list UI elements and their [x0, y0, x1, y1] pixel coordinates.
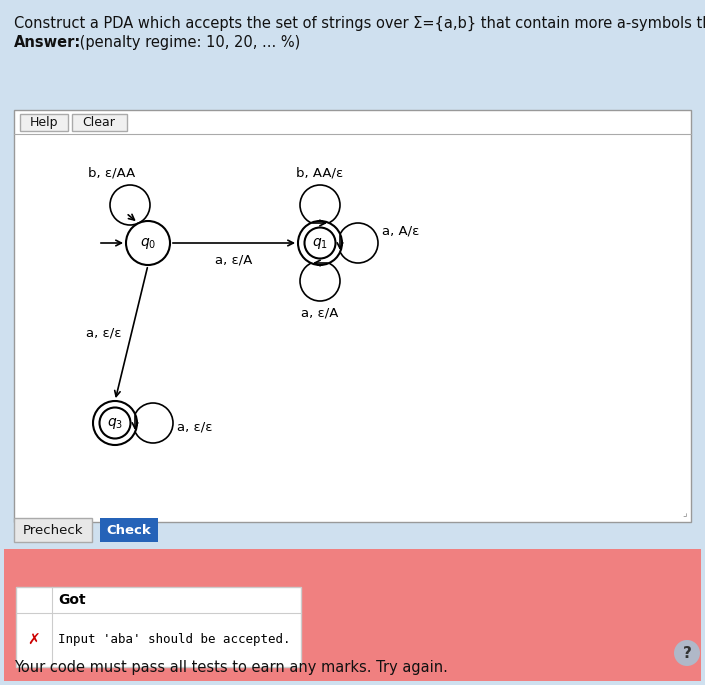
Bar: [14, 110, 691, 522]
Text: Input 'aba' should be accepted.: Input 'aba' should be accepted.: [58, 634, 290, 647]
Bar: [4, 549, 701, 681]
Bar: [72, 114, 127, 131]
Circle shape: [674, 640, 700, 666]
Text: Clear: Clear: [82, 116, 116, 129]
Text: ?: ?: [682, 645, 692, 660]
Text: Check: Check: [106, 523, 152, 536]
Bar: [100, 518, 158, 542]
Text: Got: Got: [58, 593, 85, 607]
Circle shape: [298, 221, 342, 265]
Text: (penalty regime: 10, 20, ... %): (penalty regime: 10, 20, ... %): [75, 35, 300, 50]
Bar: [14, 518, 92, 542]
Text: Answer:: Answer:: [14, 35, 81, 50]
Text: a, ε/ε: a, ε/ε: [177, 421, 212, 434]
Text: Help: Help: [30, 116, 59, 129]
Text: Construct a PDA which accepts the set of strings over Σ={a,b} that contain more : Construct a PDA which accepts the set of…: [14, 16, 705, 32]
Circle shape: [93, 401, 137, 445]
Circle shape: [305, 227, 336, 258]
Text: a, A/ε: a, A/ε: [382, 224, 419, 237]
Text: ✗: ✗: [27, 632, 40, 647]
Circle shape: [133, 403, 173, 443]
Circle shape: [300, 185, 340, 225]
Text: Your code must pass all tests to earn any marks. Try again.: Your code must pass all tests to earn an…: [14, 660, 448, 675]
Text: b, AA/ε: b, AA/ε: [296, 166, 343, 179]
Circle shape: [110, 185, 150, 225]
Text: $q_3$: $q_3$: [107, 416, 123, 430]
Circle shape: [126, 221, 170, 265]
Text: $q_0$: $q_0$: [140, 236, 156, 251]
Text: a, ε/A: a, ε/A: [215, 253, 252, 266]
Text: $q_1$: $q_1$: [312, 236, 328, 251]
Text: Precheck: Precheck: [23, 523, 83, 536]
Circle shape: [300, 261, 340, 301]
Text: a, ε/ε: a, ε/ε: [86, 327, 121, 340]
Bar: [20, 114, 68, 131]
Circle shape: [99, 408, 130, 438]
Circle shape: [338, 223, 378, 263]
Text: b, ε/AA: b, ε/AA: [88, 166, 135, 179]
Text: a, ε/A: a, ε/A: [301, 306, 338, 319]
Bar: [16, 587, 301, 667]
Text: ⌟: ⌟: [682, 508, 687, 518]
